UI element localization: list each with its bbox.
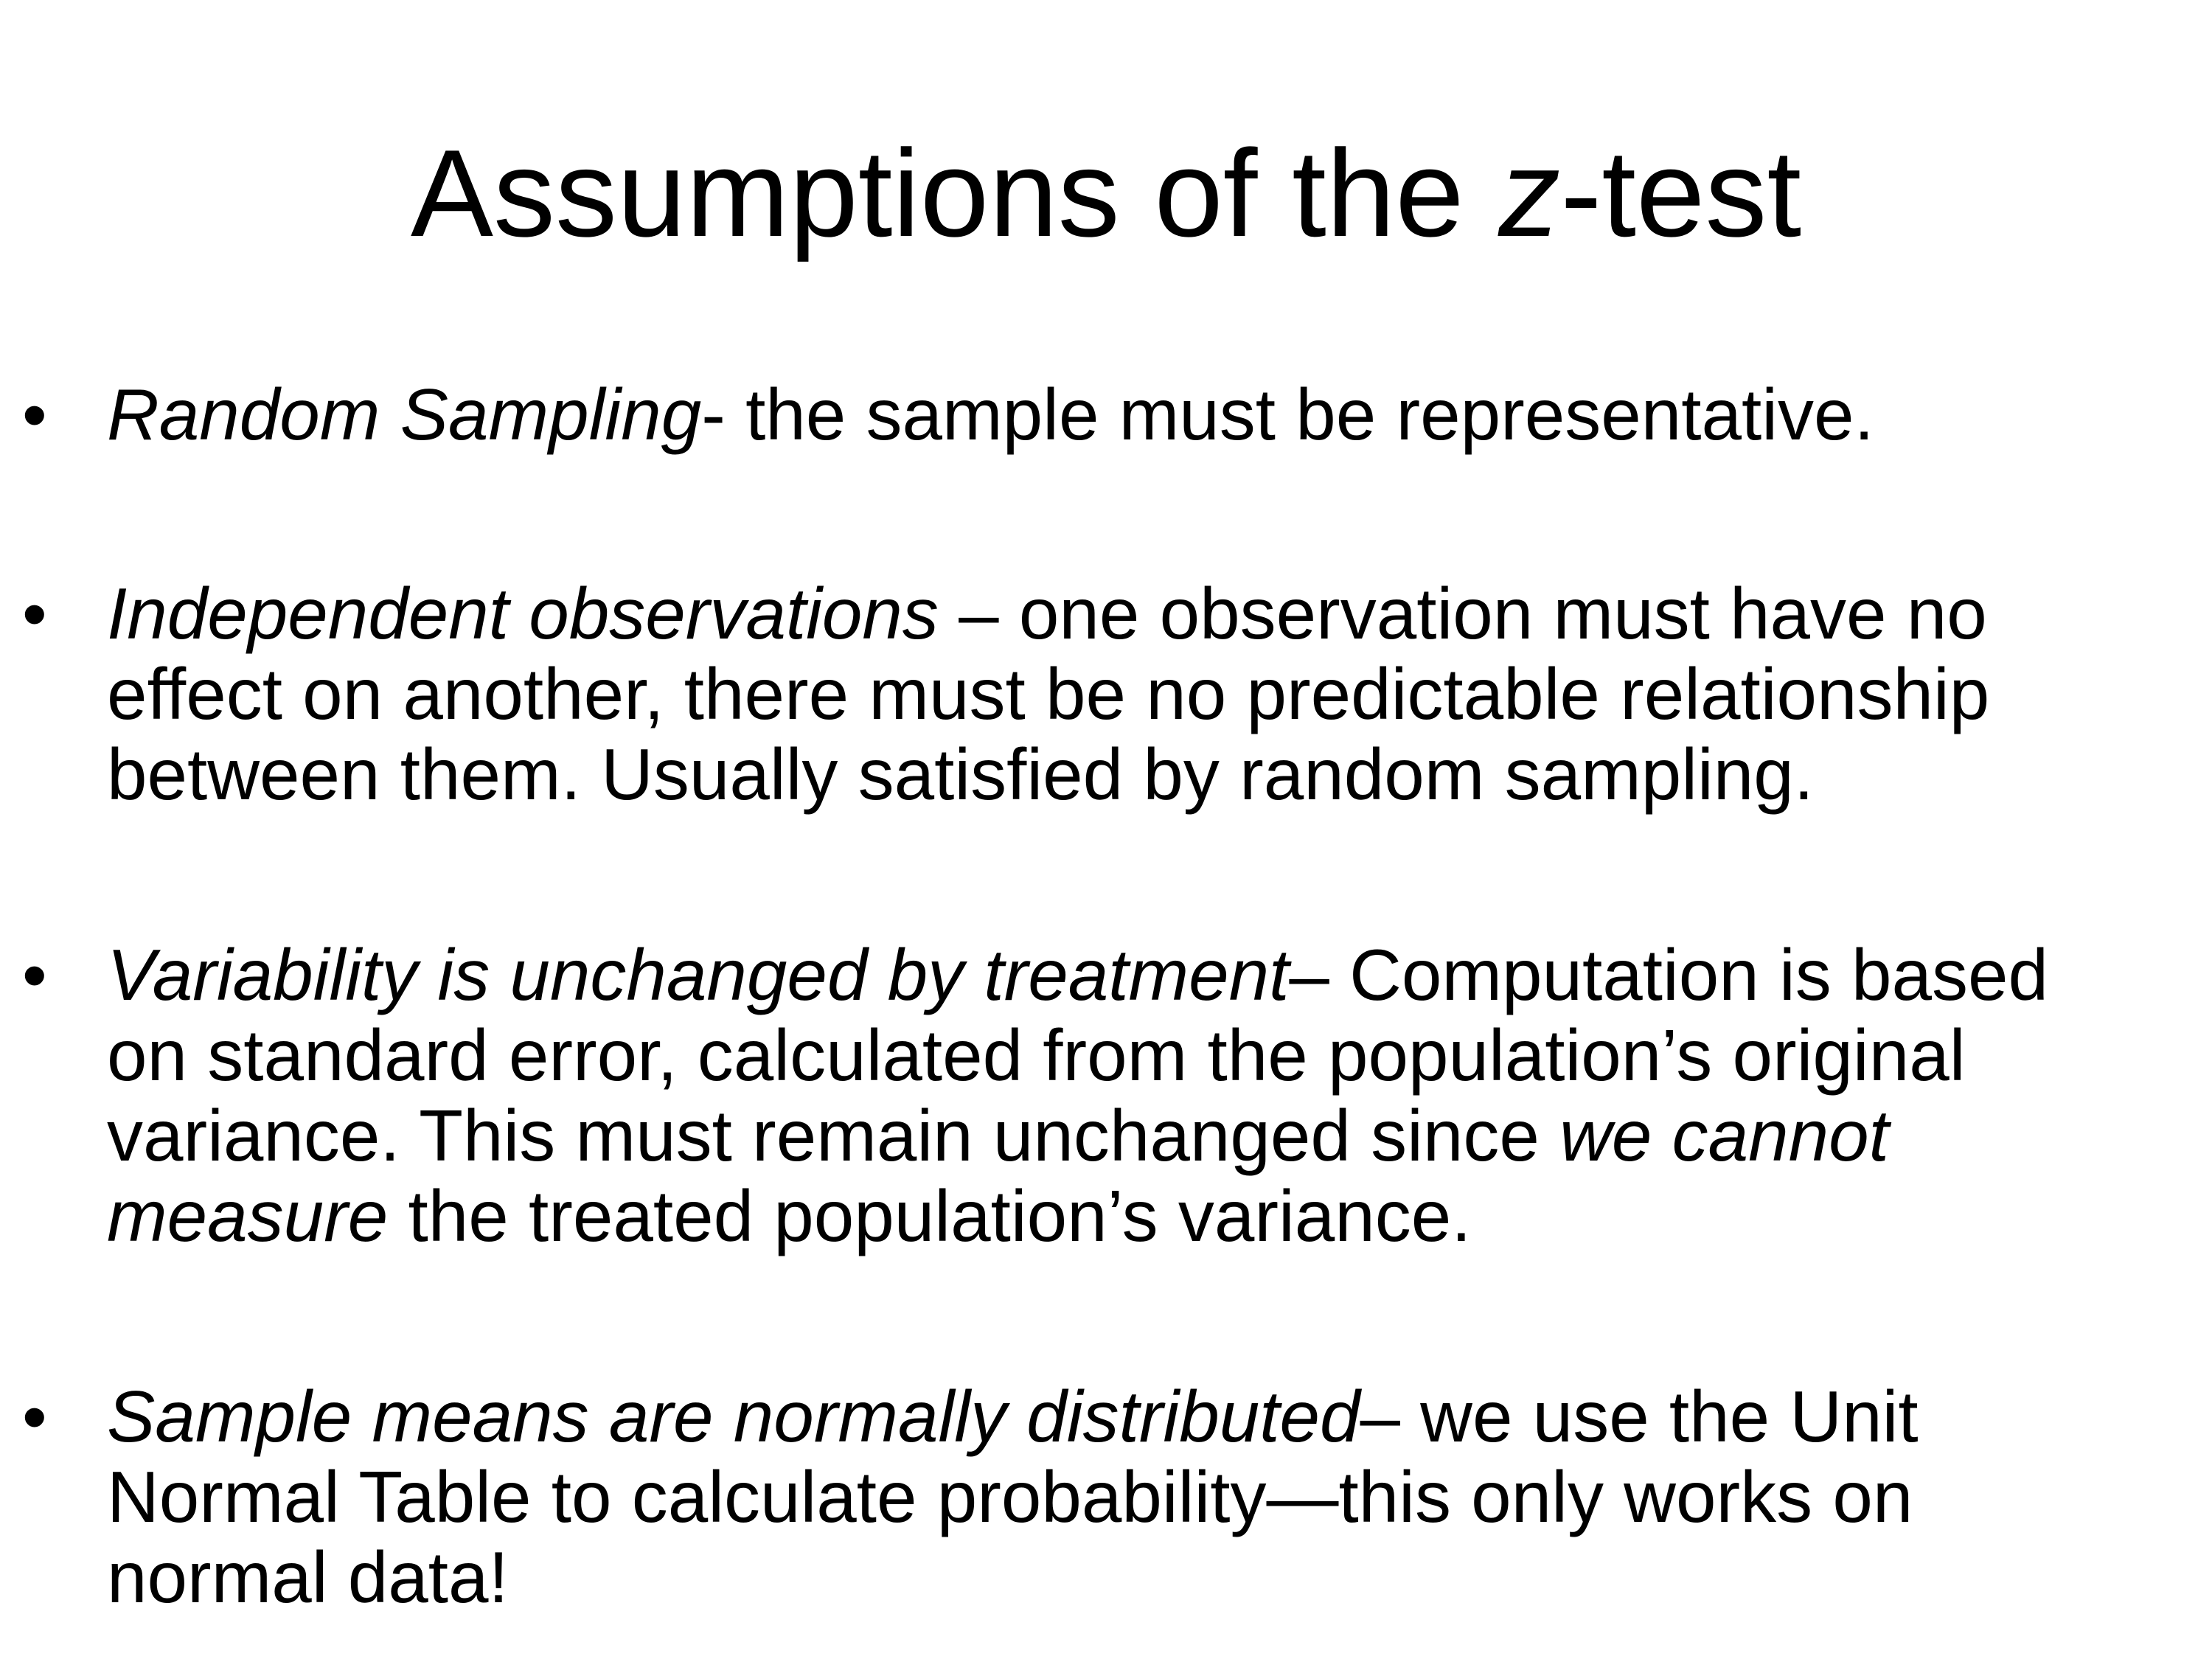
bullet-line: Variability is unchanged by treatment– C…	[107, 935, 2186, 1015]
body-text: – one observation must have no	[938, 573, 1987, 654]
bullet-dot-icon: •	[22, 574, 47, 653]
emphasis-text: Sample means are normally distributed	[107, 1376, 1360, 1457]
bullet-line: Independent observations – one observati…	[107, 574, 2186, 654]
slide-title: Assumptions of the z-test	[0, 131, 2212, 255]
bullet-line: between them. Usually satisfied by rando…	[107, 734, 2186, 815]
bullet-line: Sample means are normally distributed– w…	[107, 1377, 2186, 1457]
body-text: - the sample must be representative.	[701, 374, 1874, 455]
bullet-text: Random Sampling- the sample must be repr…	[107, 375, 2186, 455]
body-text: on standard error, calculated from the p…	[107, 1015, 1966, 1096]
bullet-line: on standard error, calculated from the p…	[107, 1015, 2186, 1096]
title-prefix: Assumptions of the	[410, 124, 1499, 262]
emphasis-text: Independent observations	[107, 573, 939, 654]
body-text: between them. Usually satisfied by rando…	[107, 734, 1815, 815]
bullet-line: Random Sampling- the sample must be repr…	[107, 375, 2186, 455]
bullet-line: normal data!	[107, 1537, 2186, 1618]
body-text: effect on another, there must be no pred…	[107, 653, 1990, 734]
bullet-line: variance. This must remain unchanged sin…	[107, 1096, 2186, 1176]
body-text: Normal Table to calculate probability—th…	[107, 1456, 1913, 1537]
title-variable: z	[1498, 124, 1561, 262]
body-text: – we use the Unit	[1360, 1376, 1919, 1457]
bullet-text: Variability is unchanged by treatment– C…	[107, 935, 2186, 1256]
emphasis-text: Random Sampling	[107, 374, 702, 455]
body-text: normal data!	[107, 1537, 509, 1618]
emphasis-text: measure	[107, 1175, 389, 1256]
emphasis-text: we cannot	[1559, 1095, 1889, 1176]
bullet-text: Independent observations – one observati…	[107, 574, 2186, 815]
body-text: variance. This must remain unchanged sin…	[107, 1095, 1560, 1176]
emphasis-text: Variability is unchanged by treatment	[107, 934, 1290, 1015]
bullet-text: Sample means are normally distributed– w…	[107, 1377, 2186, 1618]
bullet-line: measure the treated population’s varianc…	[107, 1176, 2186, 1256]
bullet-dot-icon: •	[22, 936, 47, 1015]
bullet-dot-icon: •	[22, 375, 47, 454]
body-text: the treated population’s variance.	[388, 1175, 1472, 1256]
bullet-line: Normal Table to calculate probability—th…	[107, 1457, 2186, 1537]
body-text: – Computation is based	[1289, 934, 2048, 1015]
bullet-dot-icon: •	[22, 1377, 47, 1456]
bullet-line: effect on another, there must be no pred…	[107, 654, 2186, 734]
title-suffix: -test	[1560, 124, 1802, 262]
